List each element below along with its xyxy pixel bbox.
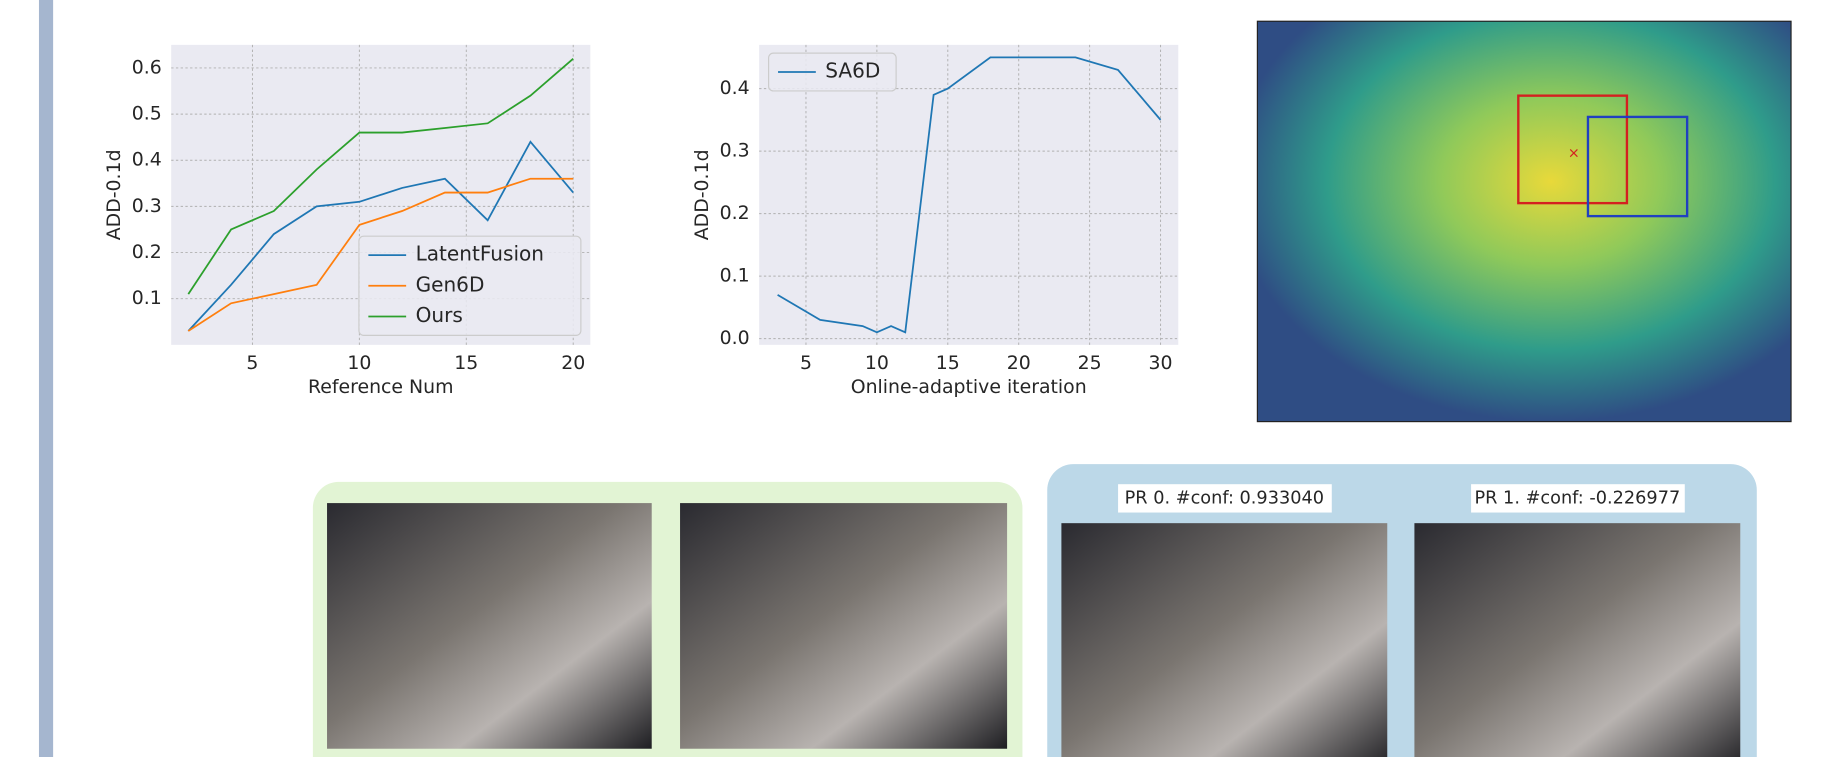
- photo: [680, 503, 1007, 749]
- x-axis-label: Online-adaptive iteration: [851, 376, 1087, 398]
- x-tick-label: 25: [1078, 352, 1102, 374]
- pr-label: PR 0. #conf: 0.933040: [1125, 488, 1324, 508]
- figure: × PR 0. #conf: 0.933040 PR 1. #conf: -0.…: [0, 0, 1830, 757]
- pr-label: PR 1. #conf: -0.226977: [1474, 488, 1680, 508]
- x-tick-label: 5: [800, 352, 812, 374]
- y-tick-label: 0.3: [132, 195, 162, 217]
- page: {"chart_data":[ {"type":"line","xlabel":…: [0, 0, 1830, 757]
- y-tick-label: 0.4: [132, 149, 162, 171]
- y-tick-label: 0.2: [132, 241, 162, 263]
- y-tick-label: 0.2: [720, 202, 750, 224]
- y-tick-label: 0.0: [720, 327, 750, 349]
- photo: [327, 503, 652, 749]
- legend-label: LatentFusion: [416, 242, 544, 266]
- y-tick-label: 0.1: [720, 265, 750, 287]
- y-tick-label: 0.3: [720, 140, 750, 162]
- photo: [1061, 523, 1387, 757]
- legend-label: Gen6D: [416, 272, 485, 296]
- x-tick-label: 20: [1007, 352, 1031, 374]
- x-tick-label: 30: [1149, 352, 1173, 374]
- heatmap-image: [1257, 21, 1791, 421]
- x-tick-label: 20: [561, 352, 585, 374]
- x-tick-label: 15: [454, 352, 478, 374]
- x-tick-label: 15: [936, 352, 960, 374]
- legend-label: Ours: [416, 303, 463, 327]
- y-tick-label: 0.4: [720, 77, 750, 99]
- side-bar: [39, 0, 53, 757]
- x-tick-label: 10: [347, 352, 371, 374]
- x-axis-label: Reference Num: [308, 376, 453, 398]
- legend-label: SA6D: [825, 59, 880, 83]
- x-tick-label: 5: [246, 352, 258, 374]
- y-tick-label: 0.5: [132, 103, 162, 125]
- marker: ×: [1568, 146, 1580, 162]
- y-axis-label: ADD-0.1d: [103, 149, 125, 240]
- photo: [1414, 523, 1740, 757]
- y-tick-label: 0.6: [132, 56, 162, 78]
- y-tick-label: 0.1: [132, 287, 162, 309]
- x-tick-label: 10: [865, 352, 889, 374]
- y-axis-label: ADD-0.1d: [691, 149, 713, 240]
